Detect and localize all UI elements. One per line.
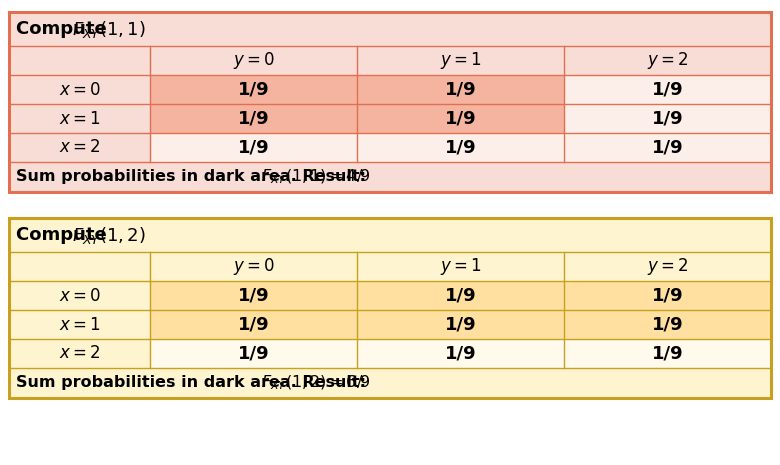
Bar — [151, 252, 357, 281]
Bar — [9, 162, 771, 192]
Bar — [565, 133, 771, 162]
Bar — [9, 12, 771, 47]
Text: $F_{XY}(1, 1)$: $F_{XY}(1, 1)$ — [72, 19, 146, 40]
Text: $y = 2$: $y = 2$ — [647, 256, 689, 278]
Text: 1/9: 1/9 — [652, 110, 684, 127]
Bar — [565, 104, 771, 133]
Bar — [565, 46, 771, 75]
Bar — [9, 339, 151, 368]
Bar — [565, 281, 771, 310]
Text: $y = 0$: $y = 0$ — [232, 50, 275, 72]
Bar — [9, 75, 151, 104]
Text: Sum probabilities in dark area. Result:: Sum probabilities in dark area. Result: — [16, 375, 377, 391]
Text: 1/9: 1/9 — [238, 287, 270, 305]
Text: 1/9: 1/9 — [238, 110, 270, 127]
Bar — [357, 281, 565, 310]
Text: 1/9: 1/9 — [445, 81, 477, 99]
Bar — [151, 104, 357, 133]
Text: 1/9: 1/9 — [652, 287, 684, 305]
Bar — [151, 281, 357, 310]
Text: $y = 2$: $y = 2$ — [647, 50, 689, 72]
Text: 1/9: 1/9 — [652, 81, 684, 99]
Bar — [565, 252, 771, 281]
Text: 1/9: 1/9 — [238, 316, 270, 333]
Text: Compute: Compute — [16, 20, 112, 38]
Text: $y = 1$: $y = 1$ — [440, 256, 482, 278]
Bar — [357, 46, 565, 75]
Bar — [9, 218, 771, 398]
Text: $F_{XY}(1, 2)$: $F_{XY}(1, 2)$ — [72, 225, 146, 246]
Text: 1/9: 1/9 — [652, 139, 684, 156]
Bar — [151, 46, 357, 75]
Text: $x = 2$: $x = 2$ — [59, 345, 101, 362]
Bar — [9, 104, 151, 133]
Bar — [565, 339, 771, 368]
Text: 1/9: 1/9 — [238, 81, 270, 99]
Bar — [151, 339, 357, 368]
Bar — [9, 281, 151, 310]
Text: 1/9: 1/9 — [445, 345, 477, 362]
Bar — [357, 104, 565, 133]
Text: $x = 1$: $x = 1$ — [58, 316, 101, 333]
Text: 1/9: 1/9 — [445, 110, 477, 127]
Text: 1/9: 1/9 — [238, 345, 270, 362]
Bar — [9, 46, 151, 75]
Bar — [151, 133, 357, 162]
Text: $x = 0$: $x = 0$ — [58, 287, 101, 305]
Bar — [9, 12, 771, 192]
Text: 1/9: 1/9 — [652, 316, 684, 333]
Text: Compute: Compute — [16, 226, 112, 244]
Bar — [9, 252, 151, 281]
Bar — [357, 339, 565, 368]
Bar — [151, 75, 357, 104]
Text: 1/9: 1/9 — [238, 139, 270, 156]
Bar — [565, 310, 771, 339]
Bar — [9, 218, 771, 252]
Text: $F_{XY}(1, 1) = 4/9$: $F_{XY}(1, 1) = 4/9$ — [261, 168, 371, 186]
Bar — [9, 310, 151, 339]
Text: $F_{XY}(1, 2) = 6/9$: $F_{XY}(1, 2) = 6/9$ — [261, 374, 371, 392]
Text: 1/9: 1/9 — [445, 139, 477, 156]
Text: $x = 0$: $x = 0$ — [58, 81, 101, 99]
Bar — [357, 310, 565, 339]
Bar — [151, 310, 357, 339]
Text: 1/9: 1/9 — [652, 345, 684, 362]
Bar — [357, 133, 565, 162]
Bar — [9, 368, 771, 398]
Text: 1/9: 1/9 — [445, 316, 477, 333]
Text: Sum probabilities in dark area. Result:: Sum probabilities in dark area. Result: — [16, 169, 377, 185]
Bar — [9, 133, 151, 162]
Bar — [357, 252, 565, 281]
Text: $x = 2$: $x = 2$ — [59, 139, 101, 156]
Text: $y = 1$: $y = 1$ — [440, 50, 482, 72]
Bar — [565, 75, 771, 104]
Bar — [357, 75, 565, 104]
Text: 1/9: 1/9 — [445, 287, 477, 305]
Text: $y = 0$: $y = 0$ — [232, 256, 275, 278]
Text: $x = 1$: $x = 1$ — [58, 110, 101, 127]
